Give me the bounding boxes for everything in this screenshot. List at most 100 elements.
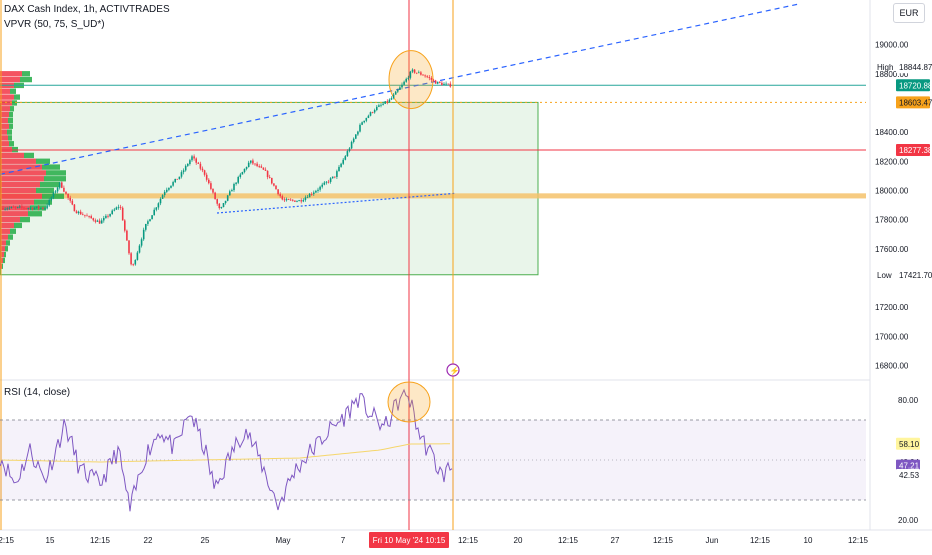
x-tick-label: 12:15 bbox=[558, 536, 579, 545]
alert-glyph: ⚡ bbox=[450, 366, 460, 376]
candle-body bbox=[88, 215, 90, 217]
candle-body bbox=[166, 189, 168, 192]
candle-body bbox=[380, 104, 382, 106]
volume-bar-down bbox=[0, 222, 14, 229]
candle-body bbox=[48, 199, 50, 206]
rsi-y-tick-label: 20.00 bbox=[898, 516, 919, 525]
candle-body bbox=[445, 83, 447, 85]
volume-bar-up bbox=[44, 176, 66, 182]
candle-body bbox=[289, 199, 292, 201]
candle-body bbox=[172, 182, 174, 186]
candle-body bbox=[294, 200, 296, 202]
candle-body bbox=[107, 215, 109, 217]
volume-bar-down bbox=[0, 164, 42, 170]
candle-body bbox=[205, 174, 208, 180]
y-tick-label: 17000.00 bbox=[875, 332, 909, 341]
rsi-value-box bbox=[896, 437, 920, 450]
candle-body bbox=[388, 99, 391, 103]
volume-bar-up bbox=[12, 100, 17, 106]
currency-button[interactable]: EUR bbox=[893, 3, 925, 23]
volume-bar-up bbox=[8, 117, 13, 124]
candle-body bbox=[222, 203, 225, 208]
candle-body bbox=[229, 191, 231, 196]
candle-body bbox=[67, 193, 69, 198]
volume-bar-up bbox=[10, 106, 14, 112]
candle-body bbox=[214, 192, 216, 200]
candle-body bbox=[241, 172, 244, 175]
volume-bar-up bbox=[22, 71, 30, 77]
candle-body bbox=[121, 207, 124, 221]
candle-body bbox=[82, 214, 84, 216]
candle-body bbox=[397, 89, 399, 92]
candle-body bbox=[296, 201, 298, 202]
candle-body bbox=[128, 240, 130, 254]
price-label-box bbox=[896, 143, 930, 156]
rsi-value-label: 47.21 bbox=[899, 462, 920, 471]
y-tick-label: 16800.00 bbox=[875, 361, 909, 370]
candle-body bbox=[199, 163, 202, 169]
candle-body bbox=[260, 166, 263, 168]
x-tick-label: 7 bbox=[341, 536, 346, 545]
candle-body bbox=[258, 166, 260, 167]
candle-body bbox=[439, 81, 441, 83]
y-tick-label: 18000.00 bbox=[875, 186, 909, 195]
candle-body bbox=[390, 98, 393, 100]
candle-body bbox=[277, 189, 279, 195]
rsi-panel bbox=[0, 381, 866, 512]
candle-body bbox=[189, 160, 191, 164]
volume-bar-down bbox=[0, 246, 5, 252]
volume-bar-down bbox=[0, 211, 28, 217]
candle-body bbox=[292, 199, 294, 201]
candle-body bbox=[184, 165, 187, 171]
candle-body bbox=[197, 162, 200, 164]
vpvr-label[interactable]: VPVR (50, 75, S_UD*) bbox=[4, 19, 105, 30]
candle-body bbox=[254, 163, 256, 165]
x-tick-label: 27 bbox=[611, 536, 620, 545]
x-tick-label: 15 bbox=[46, 536, 55, 545]
candle-body bbox=[283, 199, 286, 201]
volume-bar-up bbox=[9, 141, 14, 147]
rsi-y-tick-label: 80.00 bbox=[898, 396, 919, 405]
candle-body bbox=[369, 112, 372, 116]
volume-bar-down bbox=[0, 216, 20, 223]
candle-body bbox=[348, 148, 351, 152]
x-tick-label: 12:15 bbox=[0, 536, 15, 545]
volume-bar-down bbox=[0, 117, 8, 124]
candle-body bbox=[409, 71, 412, 78]
rsi-line bbox=[0, 388, 453, 512]
volume-bar-down bbox=[0, 123, 9, 129]
candles bbox=[2, 68, 452, 267]
volume-bar-up bbox=[8, 234, 13, 240]
x-tick-label: 22 bbox=[144, 536, 153, 545]
candle-body bbox=[329, 178, 332, 182]
volume-bar-up bbox=[9, 111, 13, 118]
candle-body bbox=[363, 120, 365, 123]
candle-body bbox=[338, 166, 340, 172]
price-label: 18277.38 bbox=[899, 146, 932, 155]
candle-body bbox=[178, 176, 181, 180]
volume-bar-down bbox=[0, 71, 22, 77]
candle-body bbox=[216, 199, 218, 204]
candle-body bbox=[10, 206, 13, 208]
rsi-label[interactable]: RSI (14, close) bbox=[4, 387, 71, 398]
candle-body bbox=[201, 168, 204, 171]
price-label: 18603.47 bbox=[899, 98, 932, 107]
candle-body bbox=[285, 199, 288, 201]
chart-title[interactable]: DAX Cash Index, 1h, ACTIVTRADES bbox=[4, 4, 170, 15]
candle-body bbox=[315, 190, 317, 193]
candle-body bbox=[50, 197, 53, 200]
candle-body bbox=[145, 223, 147, 230]
candle-body bbox=[327, 181, 330, 183]
candle-body bbox=[73, 204, 76, 212]
alert-icon: ⚡ bbox=[446, 363, 460, 377]
candle-body bbox=[44, 208, 46, 210]
candle-body bbox=[359, 124, 361, 132]
candle-body bbox=[84, 214, 86, 216]
candle-body bbox=[334, 176, 336, 178]
candle-body bbox=[77, 211, 80, 214]
volume-bar-down bbox=[0, 88, 10, 94]
volume-bar-down bbox=[0, 158, 36, 164]
x-tick-label: 12:15 bbox=[653, 536, 674, 545]
